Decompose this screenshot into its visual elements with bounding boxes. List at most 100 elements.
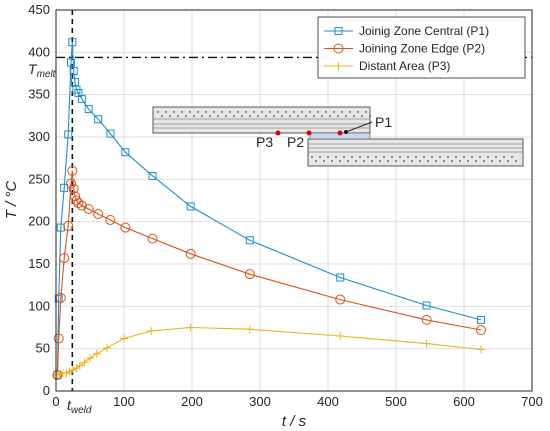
fiber-dot	[305, 115, 307, 117]
series-3-point	[80, 358, 89, 367]
y-tick-label: 250	[28, 171, 50, 186]
fiber-dot	[423, 156, 425, 158]
series-2-point	[63, 220, 74, 231]
fiber-dot	[435, 160, 437, 162]
y-tick-label: 100	[28, 298, 50, 313]
p2-label: P2	[287, 134, 304, 150]
series-1-point	[84, 105, 93, 114]
x-tick-label: 100	[113, 394, 135, 409]
y-tick-label: 0	[43, 383, 50, 398]
series-3-point	[53, 370, 62, 379]
series-1-point	[245, 236, 254, 245]
fiber-dot	[459, 160, 461, 162]
fiber-dot	[371, 160, 373, 162]
fiber-dot	[285, 111, 287, 113]
fiber-dot	[463, 156, 465, 158]
fiber-dot	[349, 111, 351, 113]
fiber-dot	[341, 111, 343, 113]
fiber-dot	[383, 156, 385, 158]
fiber-dot	[185, 115, 187, 117]
fiber-dot	[311, 156, 313, 158]
series-1	[53, 38, 485, 379]
tick-labels: 0 100 200 300 400 500 600 700 0 50 100 150 200 250 300…	[28, 2, 543, 409]
fiber-dot	[209, 115, 211, 117]
x-tick-label: 0	[52, 394, 59, 409]
series-3-point	[92, 349, 101, 358]
series-2-point	[244, 269, 255, 280]
fiber-dot	[343, 156, 345, 158]
fiber-dot	[273, 115, 275, 117]
x-tick-label: 600	[453, 394, 475, 409]
fiber-dot	[313, 115, 315, 117]
fiber-dot	[403, 160, 405, 162]
series-2-point	[476, 325, 486, 336]
fiber-dot	[297, 115, 299, 117]
series-2-point	[335, 294, 346, 305]
series-1-point	[77, 94, 86, 103]
series-3-point	[336, 331, 345, 340]
fiber-dot	[387, 160, 389, 162]
fiber-dot	[265, 115, 267, 117]
fiber-dot	[269, 111, 271, 113]
series-3-point	[147, 326, 156, 335]
fiber-dot	[443, 160, 445, 162]
t-melt-label: Tmelt	[28, 61, 57, 80]
legend-swatch-marker	[333, 43, 344, 54]
series-2-point	[120, 222, 131, 233]
fiber-dot	[337, 115, 339, 117]
fiber-dot	[411, 160, 413, 162]
series-3-point	[120, 334, 128, 343]
fiber-dot	[245, 111, 247, 113]
fiber-dot	[407, 156, 409, 158]
t-weld-label: tweld	[67, 397, 92, 416]
fiber-dot	[333, 111, 335, 113]
legend-label: Joining Zone Edge (P2)	[359, 42, 485, 56]
series-2-point	[53, 333, 64, 344]
fiber-dot	[253, 111, 255, 113]
fiber-dot	[309, 111, 311, 113]
fiber-dot	[323, 160, 325, 162]
fiber-dot	[225, 115, 227, 117]
fiber-dot	[367, 156, 369, 158]
series-1-point	[186, 202, 195, 211]
fiber-dot	[329, 115, 331, 117]
series-1-point	[94, 115, 103, 124]
fiber-dot	[197, 111, 199, 113]
y-tick-label: 50	[36, 341, 50, 356]
series-3-point	[65, 367, 74, 376]
p2-marker	[306, 130, 312, 136]
series-1-point	[477, 315, 485, 324]
fiber-dot	[161, 115, 163, 117]
fiber-dot	[217, 115, 219, 117]
x-tick-label: 400	[317, 394, 339, 409]
fiber-dot	[157, 111, 159, 113]
series-3-point	[75, 361, 84, 370]
fiber-dot	[351, 156, 353, 158]
fiber-dot	[479, 156, 481, 158]
fiber-dot	[169, 115, 171, 117]
fiber-dot	[515, 160, 517, 162]
fiber-dot	[293, 111, 295, 113]
fiber-dot	[427, 160, 429, 162]
y-tick-label: 150	[28, 256, 50, 271]
fiber-dot	[205, 111, 207, 113]
fiber-dot	[277, 111, 279, 113]
series-1-point	[69, 66, 78, 75]
fiber-dot	[331, 160, 333, 162]
fiber-dot	[325, 111, 327, 113]
fiber-dot	[353, 115, 355, 117]
fiber-dot	[249, 115, 251, 117]
series-2-point	[93, 209, 104, 220]
fiber-dot	[315, 160, 317, 162]
series-2-point	[421, 314, 432, 325]
fiber-dot	[415, 156, 417, 158]
series-3-point	[245, 325, 254, 334]
fiber-dot	[491, 160, 493, 162]
fiber-dot	[503, 156, 505, 158]
fiber-dot	[181, 111, 183, 113]
fiber-dot	[301, 111, 303, 113]
fiber-dot	[495, 156, 497, 158]
legend-label: Distant Area (P3)	[359, 59, 450, 73]
fiber-dot	[339, 160, 341, 162]
